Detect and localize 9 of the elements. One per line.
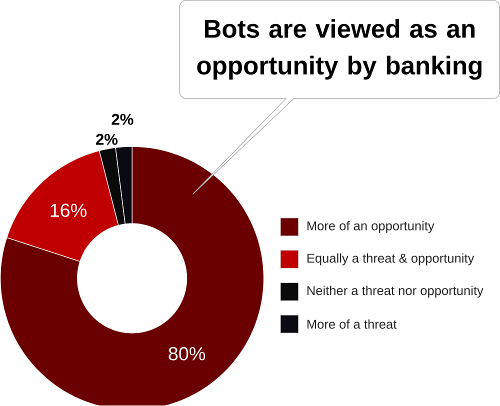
legend-label: More of an opportunity xyxy=(307,221,434,234)
legend-label: Equally a threat & opportunity xyxy=(307,254,474,266)
legend-label: More of a threat xyxy=(307,320,397,329)
data-label: 2% xyxy=(96,134,118,146)
data-label: 80% xyxy=(168,347,206,361)
data-label: 16% xyxy=(50,204,86,218)
data-label: 2% xyxy=(112,114,134,126)
legend-label: Neither a threat nor opportunity xyxy=(307,286,484,298)
chart-title: Bots are viewed as an opportunity by banking xyxy=(197,19,482,80)
